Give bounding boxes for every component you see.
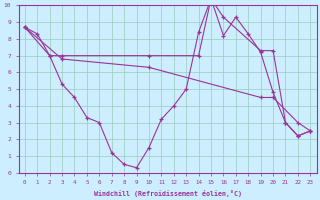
X-axis label: Windchill (Refroidissement éolien,°C): Windchill (Refroidissement éolien,°C) <box>93 190 242 197</box>
